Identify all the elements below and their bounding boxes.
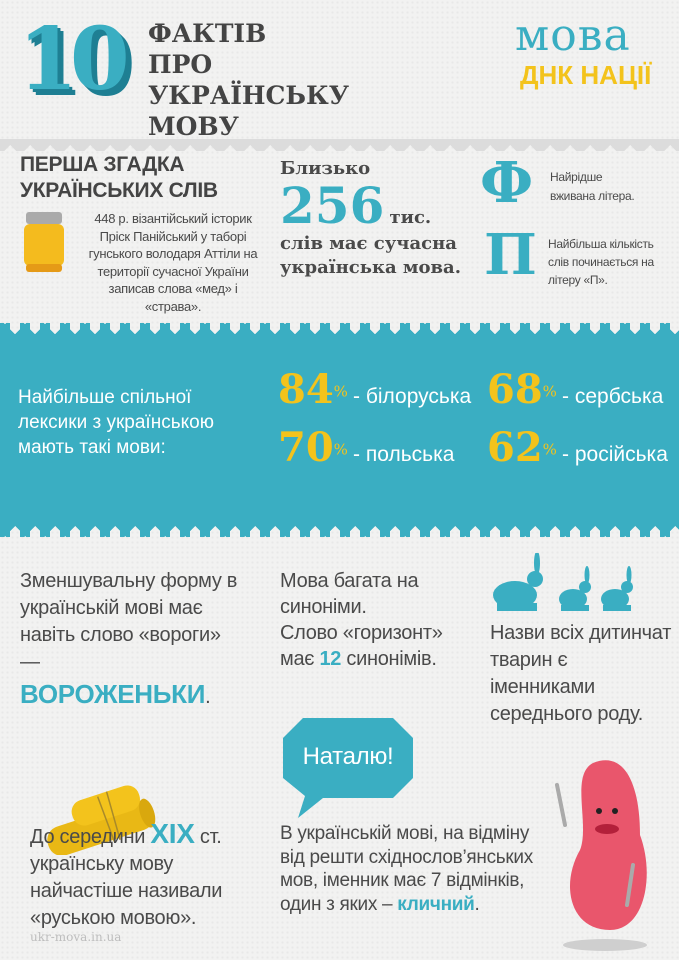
scrolls-icon — [47, 785, 156, 855]
number-ten: 10 — [18, 9, 130, 110]
logo-subtitle: ДНК НАЦІЇ — [520, 60, 652, 90]
band-edge — [0, 323, 679, 335]
lang-item: 84% - білоруська — [278, 366, 472, 413]
letter-f: Ф — [480, 150, 534, 216]
fact2-pre: Близько — [280, 158, 371, 179]
fact1-text: 448 р. візантійський історик Пріск Паній… — [88, 211, 258, 314]
fact9-text: До середини XIX ст. українську мову найч… — [30, 818, 223, 930]
letter-p: П — [484, 222, 537, 288]
fact6-text: Зменшувальну форму в українській мові ма… — [20, 570, 238, 709]
lang-item: 68% - сербська — [487, 366, 664, 413]
fact10-text: В українській мові, на відміну від решти… — [280, 823, 533, 915]
fact4-text: Найбільша кількість слів починається на … — [548, 237, 654, 287]
logo-mova: мова — [515, 10, 631, 61]
lang-item: 70% - польська — [278, 424, 455, 471]
fact5-text: Найбільше спільної лексики з українською… — [18, 387, 214, 458]
fact2-text: слів має сучасна українська мова. — [280, 233, 461, 278]
band-edge — [0, 525, 679, 537]
languages-band — [0, 335, 679, 525]
speech-bubble — [283, 718, 413, 818]
source-link[interactable]: ukr-mova.in.ua — [30, 930, 122, 944]
divider — [0, 139, 679, 151]
rabbits-icon — [493, 553, 633, 611]
fact1-heading: ПЕРША ЗГАДКА УКРАЇНСЬКИХ СЛІВ — [20, 153, 218, 202]
page-title: ФАКТІВ ПРО УКРАЇНСЬКУ МОВУ — [148, 19, 350, 141]
fact2-number: 256 — [280, 176, 385, 235]
honey-jar-icon — [22, 212, 66, 272]
fact8-text: Назви всіх дитинчат тварин є іменниками … — [490, 622, 672, 725]
fact3-text: Найрідше вживана літера. — [550, 170, 635, 203]
tongue-character — [555, 760, 647, 951]
fact2-unit: тис. — [389, 207, 432, 228]
lang-item: 62% - російська — [487, 424, 668, 471]
fact7-text: Мова багата на синоніми. Слово «горизонт»… — [280, 570, 443, 670]
bubble-text: Наталю! — [302, 743, 394, 770]
